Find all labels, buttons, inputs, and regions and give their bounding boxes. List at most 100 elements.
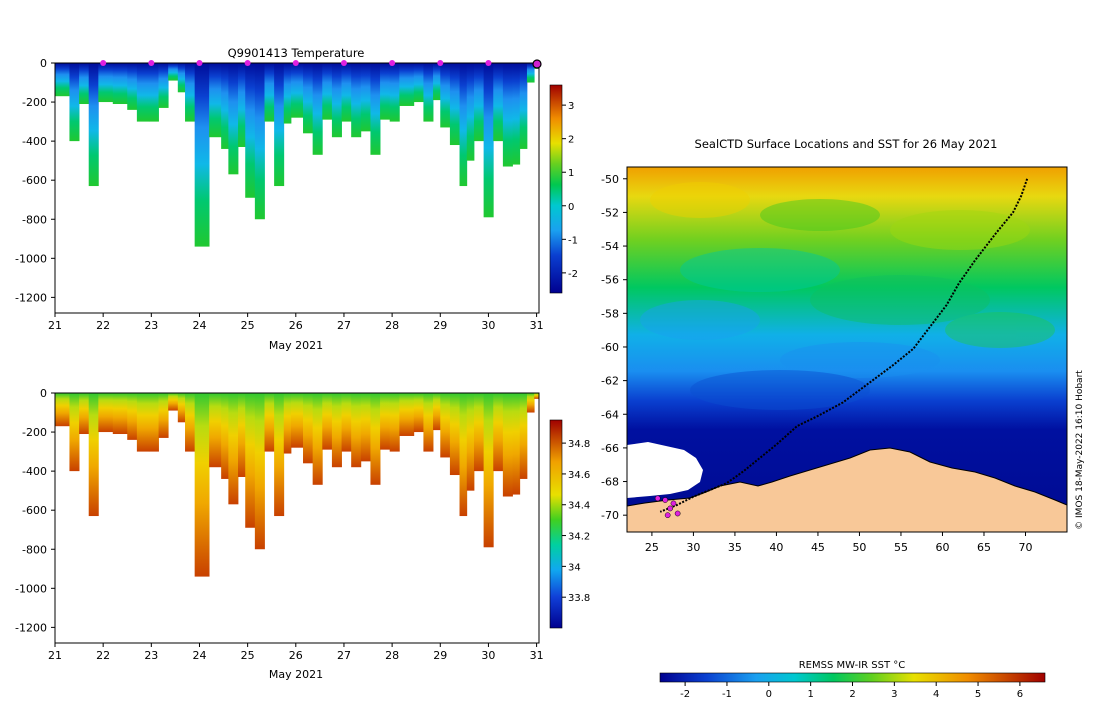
- profile-bar: [380, 393, 391, 450]
- profile-bar: [79, 393, 90, 435]
- profile-bar: [413, 63, 424, 103]
- sst-colorbar-label: REMSS MW-IR SST °C: [799, 660, 906, 671]
- x-tick-label: 26: [289, 649, 303, 662]
- profile-bar: [351, 63, 362, 138]
- profile-bar: [449, 393, 460, 476]
- temperature-colorbar: [549, 84, 563, 294]
- profile-bar: [88, 393, 99, 517]
- x-tick-label: 29: [433, 319, 447, 332]
- sst-map-frame: [626, 166, 1068, 533]
- profile-bar: [493, 63, 504, 142]
- profile-bar: [69, 393, 80, 472]
- profile-bar: [483, 393, 494, 548]
- profile-bar: [519, 63, 528, 149]
- profile-bar: [423, 393, 434, 452]
- profile-bar: [449, 63, 460, 146]
- map-y-tick-label: -70: [601, 509, 619, 522]
- profile-bar: [136, 393, 150, 452]
- y-tick-label: -1000: [15, 582, 47, 595]
- map-x-tick-label: 45: [811, 541, 825, 554]
- profile-bar: [351, 393, 362, 468]
- profile-bar: [228, 63, 239, 175]
- x-tick-label: 25: [241, 649, 255, 662]
- profile-bar: [245, 63, 256, 198]
- recent-position-point: [654, 495, 661, 502]
- sst-colorbar-tick-label: 0: [766, 689, 772, 700]
- profile-bar: [238, 63, 246, 147]
- profile-bar: [98, 393, 114, 433]
- profile-bar: [413, 393, 424, 433]
- surfacing-marker: [292, 60, 299, 66]
- map-x-tick-label: 60: [935, 541, 949, 554]
- profile-bar: [433, 393, 441, 431]
- map-y-tick-label: -68: [601, 476, 619, 489]
- x-tick-label: 30: [481, 319, 495, 332]
- recent-position-point: [670, 500, 677, 507]
- profile-bar: [88, 63, 99, 187]
- x-tick-label: 27: [337, 319, 351, 332]
- profile-bar: [322, 63, 333, 120]
- salinity-xlabel: May 2021: [269, 668, 323, 681]
- map-y-tick-label: -52: [601, 206, 619, 219]
- sst-texture: [640, 182, 1055, 410]
- temperature-colorbar-ticks: 3 2 1 0 -1 -2: [562, 101, 578, 280]
- profile-bar: [69, 63, 80, 142]
- profile-bar: [209, 393, 222, 468]
- surfacing-marker: [100, 60, 107, 66]
- y-tick-label: -200: [22, 426, 47, 439]
- profile-bar: [112, 63, 128, 105]
- seal-track: [659, 178, 1029, 513]
- profile-bar: [283, 393, 292, 454]
- sst-map-title: SealCTD Surface Locations and SST for 26…: [695, 137, 998, 151]
- y-tick-label: -400: [22, 135, 47, 148]
- profile-bar: [148, 393, 159, 452]
- temperature-profiles: [55, 63, 540, 247]
- y-tick-label: -1200: [15, 621, 47, 634]
- x-tick-label: 25: [241, 319, 255, 332]
- profile-bar: [502, 393, 513, 497]
- profile-bar: [519, 393, 528, 479]
- colorbar-tick-label: 34.8: [568, 439, 590, 450]
- sst-colorbar-tick-label: 4: [933, 689, 939, 700]
- y-tick-label: -1000: [15, 252, 47, 265]
- map-y-tick-label: -50: [601, 173, 619, 186]
- map-x-tick-label: 50: [852, 541, 866, 554]
- surfacing-markers: [100, 60, 492, 66]
- profile-bar: [168, 63, 179, 81]
- y-tick-label: -1200: [15, 291, 47, 304]
- profile-bar: [264, 63, 275, 122]
- colorbar-tick-label: 3: [568, 101, 574, 112]
- profile-bar: [440, 393, 451, 458]
- y-tick-label: 0: [40, 57, 47, 70]
- salinity-plot-frame: [54, 392, 540, 644]
- sst-colorbar-tick-label: 2: [849, 689, 855, 700]
- x-tick-label: 22: [96, 319, 110, 332]
- profile-bar: [177, 393, 186, 423]
- x-tick-label: 31: [530, 319, 544, 332]
- profile-bar: [274, 63, 285, 187]
- surfacing-marker: [148, 60, 155, 66]
- x-tick-label: 24: [192, 319, 206, 332]
- recent-position-point: [674, 510, 681, 517]
- map-y-tick-label: -62: [601, 375, 619, 388]
- profile-bar: [389, 63, 400, 122]
- imos-credit: © IMOS 18-May-2022 16:10 Hobart: [1075, 370, 1085, 530]
- profile-bar: [185, 63, 196, 122]
- y-tick-label: -400: [22, 465, 47, 478]
- profile-bar: [283, 63, 292, 124]
- profile-bar: [534, 393, 540, 399]
- y-tick-label: -600: [22, 504, 47, 517]
- x-tick-label: 23: [144, 319, 158, 332]
- profile-bar: [158, 393, 169, 438]
- colorbar-tick-label: 34.4: [568, 501, 590, 512]
- profile-bar: [331, 63, 342, 138]
- sst-colorbar-tick-label: 5: [975, 689, 981, 700]
- profile-bar: [158, 63, 169, 108]
- profile-bar: [127, 393, 138, 440]
- profile-bar: [502, 63, 513, 167]
- y-tick-label: -800: [22, 543, 47, 556]
- profile-bar: [466, 63, 475, 161]
- profile-bar: [440, 63, 451, 128]
- profile-bar: [303, 63, 314, 134]
